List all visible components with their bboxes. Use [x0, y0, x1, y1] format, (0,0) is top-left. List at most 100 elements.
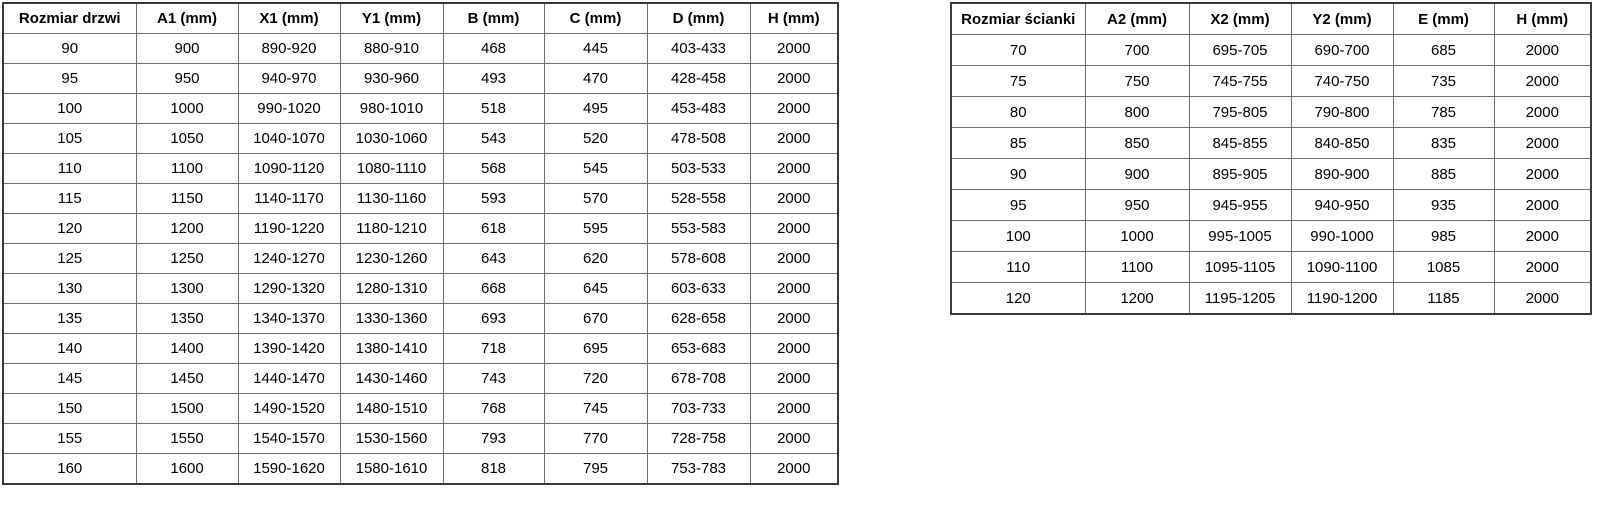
table-row: 120 1200 1195-1205 1190-1200 1185 2000 — [950, 282, 1592, 315]
table-cell: 1550 — [135, 423, 239, 454]
table-cell: 125 — [2, 243, 137, 274]
table-cell: 100 — [2, 93, 137, 124]
table-cell: 795-805 — [1188, 96, 1292, 128]
table-cell: 980-1010 — [339, 93, 444, 124]
table-row: 115 1150 1140-1170 1130-1160 593 570 528-558 20… — [2, 183, 839, 214]
table-cell: 845-855 — [1188, 127, 1292, 159]
table-cell: 1530-1560 — [339, 423, 444, 454]
table-cell: 100 — [950, 220, 1086, 252]
table-cell: 890-920 — [237, 33, 341, 64]
table-cell: 90 — [2, 33, 137, 64]
table-cell: 2000 — [749, 333, 839, 364]
table-cell: 2000 — [1493, 220, 1592, 252]
table-cell: 503-533 — [646, 153, 751, 184]
table-cell: 1000 — [1084, 220, 1190, 252]
column-header: Rozmiar ścianki — [950, 2, 1086, 35]
table-cell: 1340-1370 — [237, 303, 341, 334]
table-cell: 753-783 — [646, 453, 751, 485]
table-cell: 793 — [442, 423, 545, 454]
table-cell: 2000 — [1493, 34, 1592, 66]
column-header: H (mm) — [1493, 2, 1592, 35]
table-cell: 120 — [950, 282, 1086, 315]
table-cell: 795 — [543, 453, 648, 485]
table-cell: 1600 — [135, 453, 239, 485]
table-cell: 1050 — [135, 123, 239, 154]
table-cell: 120 — [2, 213, 137, 244]
table-row: 85 850 845-855 840-850 835 2000 — [950, 127, 1592, 159]
table-cell: 2000 — [1493, 282, 1592, 315]
table-row: 160 1600 1590-1620 1580-1610 818 795 753-783 20… — [2, 453, 839, 485]
column-header: A1 (mm) — [135, 2, 239, 34]
table-cell: 478-508 — [646, 123, 751, 154]
table-cell: 785 — [1392, 96, 1495, 128]
table-cell: 690-700 — [1290, 34, 1394, 66]
table-cell: 403-433 — [646, 33, 751, 64]
table-cell: 2000 — [1493, 65, 1592, 97]
table-cell: 703-733 — [646, 393, 751, 424]
table-cell: 470 — [543, 63, 648, 94]
table-cell: 620 — [543, 243, 648, 274]
table-row: 120 1200 1190-1220 1180-1210 618 595 553-583 20… — [2, 213, 839, 244]
table-cell: 1100 — [1084, 251, 1190, 283]
table-cell: 1095-1105 — [1188, 251, 1292, 283]
table-cell: 493 — [442, 63, 545, 94]
table-cell: 900 — [135, 33, 239, 64]
table-cell: 1440-1470 — [237, 363, 341, 394]
table-cell: 618 — [442, 213, 545, 244]
table-cell: 2000 — [749, 243, 839, 274]
column-header: H (mm) — [749, 2, 839, 34]
table-cell: 528-558 — [646, 183, 751, 214]
table-cell: 1200 — [1084, 282, 1190, 315]
table-row: 90 900 895-905 890-900 885 2000 — [950, 158, 1592, 190]
table-cell: 130 — [2, 273, 137, 304]
table-cell: 1000 — [135, 93, 239, 124]
table-cell: 935 — [1392, 189, 1495, 221]
table-cell: 850 — [1084, 127, 1190, 159]
table-cell: 940-950 — [1290, 189, 1394, 221]
table-cell: 900 — [1084, 158, 1190, 190]
table-cell: 643 — [442, 243, 545, 274]
table-cell: 545 — [543, 153, 648, 184]
table-row: 75 750 745-755 740-750 735 2000 — [950, 65, 1592, 97]
table-cell: 2000 — [1493, 158, 1592, 190]
table-cell: 1200 — [135, 213, 239, 244]
table-cell: 700 — [1084, 34, 1190, 66]
table-cell: 70 — [950, 34, 1086, 66]
table-cell: 1140-1170 — [237, 183, 341, 214]
table-cell: 985 — [1392, 220, 1495, 252]
table-cell: 880-910 — [339, 33, 444, 64]
table-cell: 1250 — [135, 243, 239, 274]
column-header: E (mm) — [1392, 2, 1495, 35]
table-cell: 940-970 — [237, 63, 341, 94]
table-cell: 95 — [2, 63, 137, 94]
table-cell: 593 — [442, 183, 545, 214]
table-cell: 1480-1510 — [339, 393, 444, 424]
table-cell: 1290-1320 — [237, 273, 341, 304]
table-cell: 2000 — [1493, 96, 1592, 128]
table-cell: 2000 — [749, 63, 839, 94]
table-cell: 2000 — [749, 393, 839, 424]
table-cell: 995-1005 — [1188, 220, 1292, 252]
door-size-table: Rozmiar drzwi A1 (mm) X1 (mm) Y1 (mm) B (mm)… — [2, 2, 839, 485]
table-cell: 695-705 — [1188, 34, 1292, 66]
table-cell: 2000 — [749, 423, 839, 454]
table-cell: 2000 — [749, 273, 839, 304]
table-cell: 678-708 — [646, 363, 751, 394]
table-cell: 85 — [950, 127, 1086, 159]
table-cell: 75 — [950, 65, 1086, 97]
table-cell: 750 — [1084, 65, 1190, 97]
table-cell: 693 — [442, 303, 545, 334]
table-cell: 800 — [1084, 96, 1190, 128]
table-cell: 105 — [2, 123, 137, 154]
table-cell: 1390-1420 — [237, 333, 341, 364]
table-cell: 990-1020 — [237, 93, 341, 124]
table-cell: 745-755 — [1188, 65, 1292, 97]
table-cell: 1185 — [1392, 282, 1495, 315]
table-cell: 2000 — [749, 153, 839, 184]
table-cell: 770 — [543, 423, 648, 454]
table-cell: 1030-1060 — [339, 123, 444, 154]
table-cell: 1085 — [1392, 251, 1495, 283]
table-row: 125 1250 1240-1270 1230-1260 643 620 578-608 20… — [2, 243, 839, 274]
table-row: 145 1450 1440-1470 1430-1460 743 720 678-708 20… — [2, 363, 839, 394]
column-header: X1 (mm) — [237, 2, 341, 34]
